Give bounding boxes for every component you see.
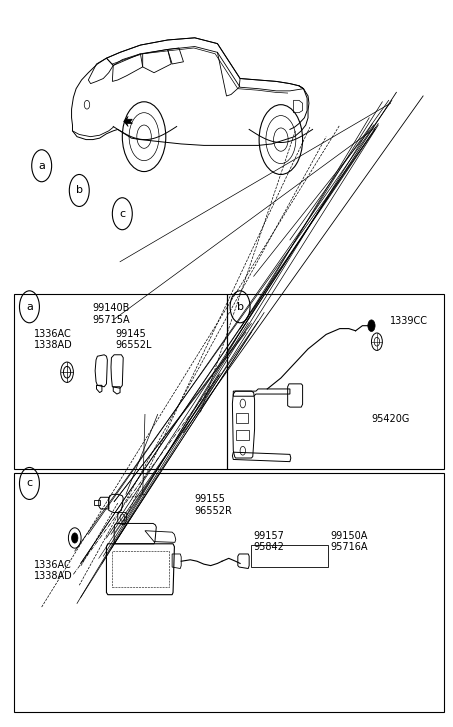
Text: b: b <box>76 185 83 196</box>
Text: b: b <box>236 302 244 312</box>
Circle shape <box>72 533 78 543</box>
Circle shape <box>374 337 380 346</box>
Polygon shape <box>124 116 132 126</box>
Text: c: c <box>119 209 125 219</box>
Text: 1336AC
1338AD: 1336AC 1338AD <box>34 560 73 582</box>
Text: 1339CC: 1339CC <box>390 316 428 326</box>
Circle shape <box>63 366 71 378</box>
Text: c: c <box>26 478 33 489</box>
Text: 95420G: 95420G <box>371 414 410 425</box>
Text: 99150A
95716A: 99150A 95716A <box>331 531 368 553</box>
Text: 99145
96552L: 99145 96552L <box>116 329 152 350</box>
Text: a: a <box>38 161 45 171</box>
Text: a: a <box>26 302 33 312</box>
Text: 99157
95842: 99157 95842 <box>254 531 284 553</box>
Text: 1336AC
1338AD: 1336AC 1338AD <box>34 329 73 350</box>
Text: 99140B
95715A: 99140B 95715A <box>92 303 130 325</box>
Text: 99155
96552R: 99155 96552R <box>195 494 233 516</box>
Circle shape <box>368 320 375 332</box>
